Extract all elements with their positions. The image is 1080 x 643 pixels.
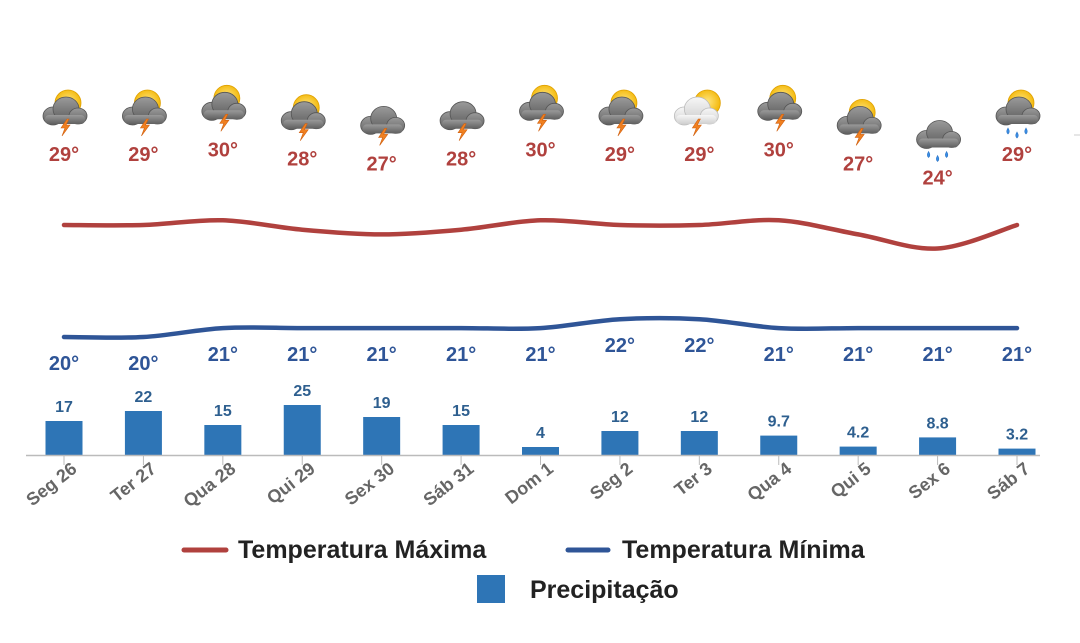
temperature-lines [61,217,1020,340]
max-temperature-label: 29° [605,144,635,166]
precipitation-bar [680,431,718,455]
min-temperature-label: 22° [605,335,635,357]
precipitation-value-label: 4 [536,425,545,442]
temperature-labels: 29° 29° 30° 28° 27° 28° 30° 29° 29° 30° 27° 24° 29° 2… [49,139,1032,375]
precipitation-bar [45,421,83,455]
precipitation-value-label: 15 [214,403,232,420]
legend-label-precip: Precipitação [530,576,679,604]
legend-label-min: Temperatura Mínima [622,536,866,564]
precipitation-value-label: 3.2 [1006,427,1028,444]
storm-icon [360,106,406,146]
storm-sun-icon [519,84,564,132]
storm-sun-light-icon [673,89,721,137]
min-temperature-label: 21° [843,344,873,366]
x-tick-label: Ter 3 [671,458,716,499]
precipitation-value-label: 12 [611,409,629,426]
precipitation-value-label: 15 [452,403,470,420]
precipitation-value-label: 17 [55,399,73,416]
max-temperature-label: 29° [684,144,714,166]
storm-sun-icon [42,89,88,137]
precipitation-bar [442,425,480,455]
max-temperature-label: 30° [208,139,238,161]
max-temperature-line [61,217,1020,251]
min-temperature-line [61,315,1020,340]
weather-icons [42,84,1041,162]
min-temperature-label: 20° [128,353,158,375]
legend-swatch-precip [477,575,505,603]
min-temperature-label: 21° [287,344,317,366]
precipitation-value-label: 25 [293,383,311,400]
max-temperature-label: 29° [49,144,79,166]
max-temperature-label: 28° [287,149,317,171]
x-tick-label: Sex 30 [341,458,398,509]
x-tick-label: Sáb 31 [419,458,477,509]
min-temperature-label: 20° [49,353,79,375]
x-axis: Seg 26 Ter 27 Qua 28 Qui 29 Sex 30 Sáb 31 Dom … [22,454,1040,511]
x-tick-label: Qua 4 [743,458,795,505]
storm-sun-icon [598,89,644,137]
precipitation-bar [601,431,639,455]
precipitation-bar [363,417,401,455]
legend: Temperatura Máxima Temperatura Mínima Prec… [181,536,866,604]
x-tick-label: Seg 26 [22,458,80,509]
precipitation-value-label: 4.2 [847,425,869,442]
max-temperature-label: 27° [367,153,397,175]
x-tick-label: Sex 6 [905,458,954,503]
x-tick-label: Qui 29 [263,458,319,508]
min-temperature-label: 21° [367,344,397,366]
precipitation-bar [124,411,162,455]
max-temperature-label: 24° [922,168,952,190]
precipitation-bars: 17 22 15 25 19 15 4 12 12 9.7 4.2 8.8 3.2 [45,383,1036,455]
min-temperature-label: 21° [922,344,952,366]
precipitation-bar [522,447,559,455]
max-temperature-label: 27° [843,153,873,175]
precipitation-value-label: 12 [690,409,708,426]
storm-sun-icon [122,89,167,137]
max-temperature-label: 29° [128,144,158,166]
x-tick-label: Seg 2 [586,458,636,503]
max-temperature-label: 29° [1002,144,1032,166]
min-temperature-label: 21° [525,344,555,366]
precipitation-value-label: 8.8 [926,415,948,432]
max-temperature-label: 28° [446,149,476,171]
storm-icon [439,101,485,141]
x-tick-label: Ter 27 [107,458,160,506]
storm-sun-icon [201,84,247,132]
storm-sun-icon [836,99,882,146]
x-tick-label: Qui 5 [827,458,875,501]
min-temperature-label: 22° [684,335,714,357]
min-temperature-label: 21° [208,344,238,366]
precipitation-value-label: 19 [373,395,391,412]
precipitation-bar [839,446,877,455]
precipitation-bar [204,425,242,455]
min-temperature-label: 21° [1002,344,1032,366]
precipitation-value-label: 9.7 [768,414,790,431]
x-tick-label: Dom 1 [501,458,557,508]
min-temperature-label: 21° [764,344,794,366]
precipitation-bar [919,437,957,455]
storm-sun-icon [757,84,803,132]
rain-cloud-icon [916,120,961,162]
precipitation-bar [283,405,321,455]
rain-sun-icon [995,89,1041,139]
max-temperature-label: 30° [525,139,555,161]
precipitation-value-label: 22 [135,389,153,406]
precipitation-bar [998,448,1036,455]
max-temperature-label: 30° [764,139,794,161]
x-tick-label: Qua 28 [180,458,240,511]
min-temperature-label: 21° [446,344,476,366]
storm-sun-icon [280,94,326,141]
precipitation-bar [760,435,798,455]
legend-label-max: Temperatura Máxima [238,536,487,564]
x-tick-label: Sáb 7 [983,458,1033,503]
